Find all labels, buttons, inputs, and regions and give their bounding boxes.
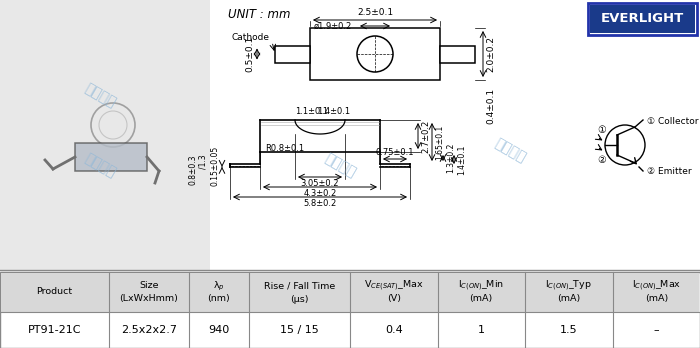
Text: (μs): (μs) bbox=[290, 294, 309, 303]
Text: I$_{C(ON)}$_Typ: I$_{C(ON)}$_Typ bbox=[545, 279, 592, 293]
Text: ① Collector: ① Collector bbox=[647, 118, 699, 127]
Text: 3.05±0.2: 3.05±0.2 bbox=[301, 179, 340, 188]
Bar bbox=[275, 46, 310, 63]
Text: 0.15±0.05: 0.15±0.05 bbox=[210, 145, 219, 185]
Text: 超毅电子: 超毅电子 bbox=[322, 151, 358, 180]
Text: 1.3±0.2: 1.3±0.2 bbox=[446, 143, 455, 173]
Text: 0.5±0.1: 0.5±0.1 bbox=[245, 36, 254, 72]
Text: 0.4: 0.4 bbox=[385, 325, 402, 335]
Text: 2.0±0.2: 2.0±0.2 bbox=[486, 36, 495, 72]
Text: 0.75±0.1: 0.75±0.1 bbox=[376, 148, 414, 157]
Text: Rise / Fall Time: Rise / Fall Time bbox=[264, 282, 335, 291]
Bar bbox=[0, 272, 700, 348]
Text: 1.65±0.1: 1.65±0.1 bbox=[435, 124, 444, 160]
Bar bbox=[0, 0, 210, 270]
Text: 0.8±0.3
/1.3: 0.8±0.3 /1.3 bbox=[188, 154, 208, 185]
Bar bbox=[588, 3, 697, 35]
Text: EVERLIGHT: EVERLIGHT bbox=[601, 13, 684, 25]
Text: 1.1±0.1: 1.1±0.1 bbox=[295, 107, 328, 116]
Text: (mA): (mA) bbox=[557, 294, 580, 303]
Text: Size: Size bbox=[139, 282, 158, 291]
Text: 15 / 15: 15 / 15 bbox=[280, 325, 318, 335]
Text: 超毅电子: 超毅电子 bbox=[82, 151, 118, 180]
Text: (LxWxHmm): (LxWxHmm) bbox=[119, 294, 178, 303]
Text: I$_{C(ON)}$_Max: I$_{C(ON)}$_Max bbox=[631, 279, 681, 293]
Text: 2.7±0.2: 2.7±0.2 bbox=[421, 119, 430, 153]
Bar bbox=[440, 46, 475, 63]
Text: 1.5: 1.5 bbox=[560, 325, 577, 335]
Text: –: – bbox=[653, 325, 659, 335]
Text: 0.4±0.1: 0.4±0.1 bbox=[486, 88, 495, 124]
Text: 1.4±0.1: 1.4±0.1 bbox=[317, 107, 351, 116]
Bar bbox=[590, 5, 695, 33]
Text: (mA): (mA) bbox=[645, 294, 668, 303]
Text: (V): (V) bbox=[386, 294, 400, 303]
Text: ø1.9±0.2: ø1.9±0.2 bbox=[314, 22, 352, 31]
Text: ②: ② bbox=[598, 155, 606, 165]
Text: 超毅电子: 超毅电子 bbox=[82, 81, 118, 109]
Text: 超毅电子: 超毅电子 bbox=[492, 136, 528, 165]
Bar bbox=[1, 273, 699, 312]
Text: I$_{C(ON)}$_Min: I$_{C(ON)}$_Min bbox=[458, 279, 504, 293]
Text: ①: ① bbox=[598, 125, 606, 135]
Text: PT91-21C: PT91-21C bbox=[27, 325, 81, 335]
Text: 940: 940 bbox=[208, 325, 230, 335]
Text: R0.8±0.1: R0.8±0.1 bbox=[265, 144, 304, 153]
Text: (nm): (nm) bbox=[207, 294, 230, 303]
Text: V$_{CE(SAT)}$_Max: V$_{CE(SAT)}$_Max bbox=[364, 279, 424, 293]
Text: UNIT : mm: UNIT : mm bbox=[228, 8, 290, 21]
Text: 2.5±0.1: 2.5±0.1 bbox=[357, 8, 393, 17]
Text: 5.8±0.2: 5.8±0.2 bbox=[303, 199, 337, 208]
Text: λ$_p$: λ$_p$ bbox=[213, 279, 225, 293]
Text: Cathode: Cathode bbox=[232, 33, 270, 42]
Text: 1.4±0.1: 1.4±0.1 bbox=[457, 144, 466, 175]
Text: 2.5x2x2.7: 2.5x2x2.7 bbox=[120, 325, 176, 335]
Text: Product: Product bbox=[36, 287, 72, 296]
Text: 4.3±0.2: 4.3±0.2 bbox=[303, 189, 337, 198]
Bar bbox=[75, 143, 147, 171]
Text: ② Emitter: ② Emitter bbox=[647, 166, 692, 175]
Text: 1: 1 bbox=[477, 325, 484, 335]
Text: (mA): (mA) bbox=[470, 294, 493, 303]
Bar bbox=[310, 28, 440, 80]
